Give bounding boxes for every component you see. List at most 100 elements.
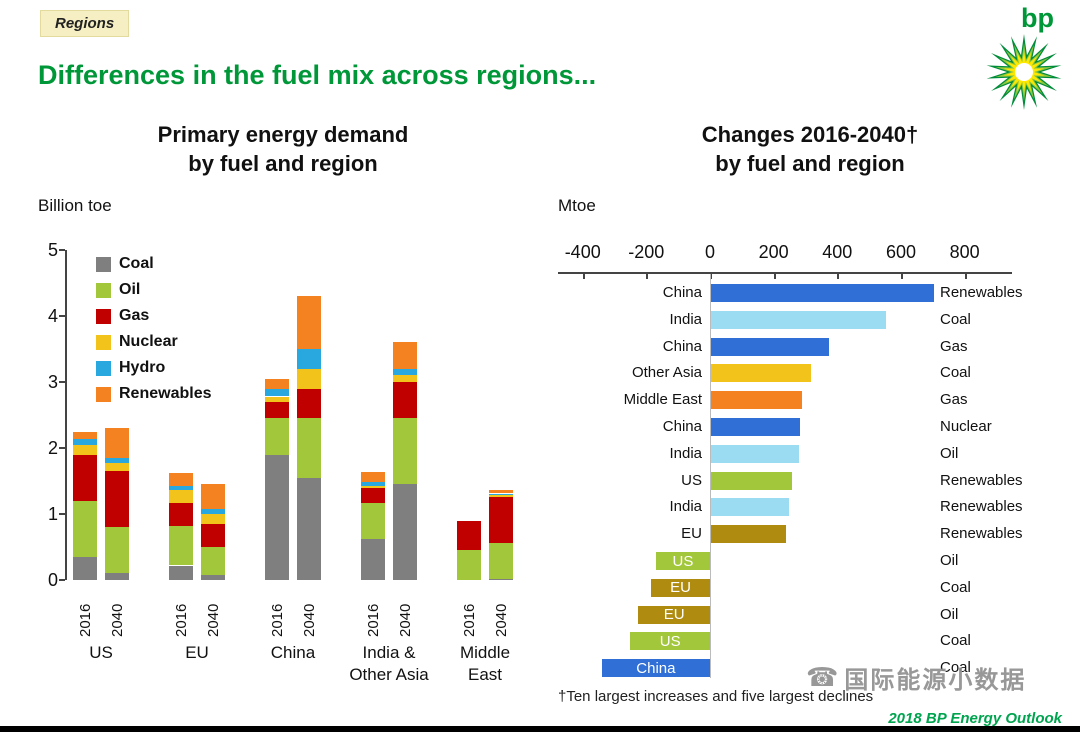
bar-segment-nuclear	[201, 514, 225, 524]
legend: Coal Oil Gas Nuclear Hydro Renewables	[96, 251, 211, 407]
change-bar	[711, 418, 801, 436]
change-bar: EU	[651, 578, 710, 597]
legend-item-nuclear: Nuclear	[96, 329, 211, 355]
y-axis-tick-label: 5	[47, 240, 58, 260]
legend-swatch	[96, 334, 111, 350]
fuel-label: Coal	[940, 659, 971, 677]
bp-helios-icon	[986, 34, 1062, 110]
legend-swatch	[96, 282, 111, 298]
bar-segment-nuclear	[73, 444, 97, 455]
bar-segment-gas	[265, 401, 289, 419]
fuel-label: Oil	[940, 444, 959, 462]
legend-swatch	[96, 360, 111, 376]
bar-segment-hydro	[73, 439, 97, 445]
bar-segment-hydro	[297, 349, 321, 369]
right-chart-title-line1: Changes 2016-2040†	[701, 122, 919, 147]
zero-line	[710, 274, 711, 678]
region-label: Other Asia	[631, 364, 702, 382]
change-bar: China	[601, 659, 710, 678]
legend-label: Coal	[119, 255, 154, 272]
left-chart-title-line1: Primary energy demand	[157, 122, 409, 147]
group-label: US	[89, 643, 113, 662]
phone-icon: ☎	[806, 662, 839, 692]
bar-segment-renewables	[73, 431, 97, 440]
bar-segment-coal	[105, 573, 129, 580]
region-label: India	[669, 444, 702, 462]
bar-segment-nuclear	[105, 463, 129, 472]
bar-segment-oil	[489, 543, 513, 580]
bar-segment-hydro	[201, 509, 225, 514]
x-axis-tick	[646, 274, 649, 279]
group-label: Middle East	[459, 643, 511, 684]
x-axis-tick	[773, 274, 776, 279]
change-bar	[711, 498, 789, 517]
year-label: 2016	[268, 603, 286, 637]
bar-inline-region-label: EU	[670, 579, 691, 597]
x-axis-tick	[837, 274, 840, 279]
bar-segment-hydro	[489, 493, 513, 495]
legend-label: Renewables	[119, 385, 212, 402]
bar-segment-nuclear	[361, 486, 385, 489]
legend-label: Gas	[119, 307, 150, 324]
x-axis-tick-label: 400	[822, 242, 853, 262]
fuel-label: Gas	[940, 337, 968, 355]
fuel-label: Coal	[940, 632, 971, 650]
y-axis-tick	[59, 579, 65, 581]
legend-item-coal: Coal	[96, 251, 211, 277]
left-chart-title-line2: by fuel and region	[188, 151, 378, 176]
y-axis-tick-label: 3	[47, 372, 58, 392]
change-bar: US	[630, 632, 710, 651]
change-bar	[711, 471, 793, 490]
year-label: 2040	[396, 603, 414, 637]
legend-item-renewables: Renewables	[96, 381, 211, 407]
chart-footnote: †Ten largest increases and five largest …	[558, 688, 874, 705]
watermark-text: 国际能源小数据	[844, 667, 1027, 694]
region-label: China	[662, 284, 702, 301]
left-chart-unit-label: Billion toe	[38, 196, 112, 215]
change-bar: US	[655, 552, 710, 570]
fuel-label: Coal	[940, 364, 971, 382]
bar-segment-oil	[73, 500, 97, 557]
bar-segment-renewables	[265, 378, 289, 389]
bar-segment-coal	[361, 539, 385, 580]
y-axis-tick	[59, 513, 65, 515]
change-bar: EU	[638, 605, 710, 624]
bar-segment-gas	[105, 471, 129, 528]
fuel-label: Coal	[940, 578, 971, 596]
x-axis-line	[558, 272, 1012, 274]
credit: 2018 BP Energy Outlook	[888, 710, 1062, 727]
left-chart-title: Primary energy demand by fuel and region	[88, 120, 478, 178]
region-label: China	[662, 418, 702, 435]
bar-segment-renewables	[393, 342, 417, 369]
year-label: 2040	[204, 603, 222, 637]
year-label: 2040	[300, 603, 318, 637]
bottom-bar	[0, 726, 1080, 732]
region-label: China	[662, 337, 702, 355]
bar-inline-region-label: US	[659, 632, 681, 650]
year-label: 2040	[492, 603, 510, 637]
regions-tag-label: Regions	[55, 15, 115, 32]
y-axis-tick	[59, 381, 65, 383]
y-axis-tick-label: 0	[47, 570, 58, 590]
fuel-label: Renewables	[940, 525, 1023, 543]
bar-segment-oil	[265, 418, 289, 455]
legend-swatch	[96, 256, 111, 272]
region-label: US	[681, 471, 702, 489]
y-axis-tick-label: 1	[47, 504, 58, 524]
legend-item-hydro: Hydro	[96, 355, 211, 381]
watermark: ☎ 国际能源小数据	[806, 660, 1026, 695]
bp-wordmark: bp	[1021, 3, 1054, 33]
legend-swatch	[96, 308, 111, 324]
bar-segment-oil	[169, 525, 193, 566]
change-bar	[711, 364, 812, 383]
bar-segment-nuclear	[393, 375, 417, 382]
bar-segment-oil	[457, 550, 481, 580]
bar-segment-gas	[489, 496, 513, 543]
legend-swatch	[96, 386, 111, 402]
fuel-label: Gas	[940, 391, 968, 409]
y-axis-tick	[59, 249, 65, 251]
regions-tag: Regions	[40, 10, 130, 37]
bar-segment-renewables	[105, 428, 129, 458]
right-chart-title: Changes 2016-2040† by fuel and region	[610, 120, 1010, 178]
